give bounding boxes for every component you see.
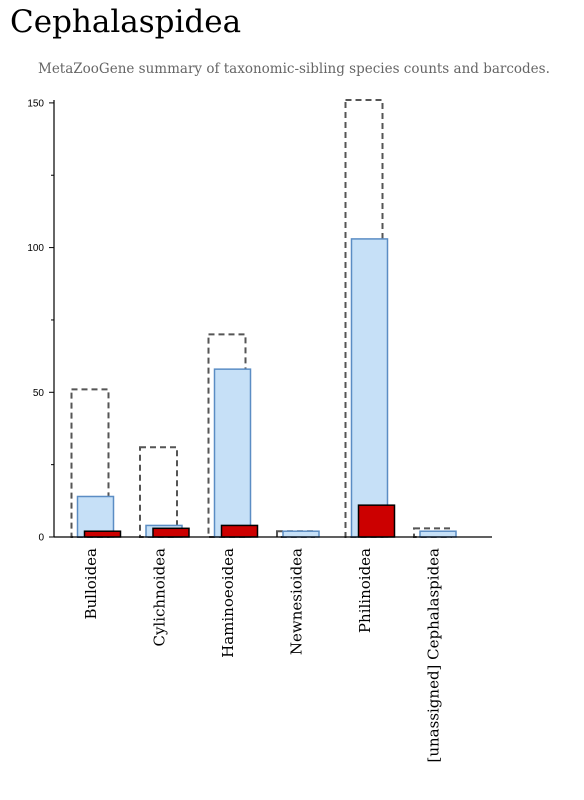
light-bar — [350, 238, 389, 538]
y-tick-label: 150 — [27, 98, 44, 109]
red-bar — [220, 524, 259, 538]
light-bar — [419, 530, 457, 538]
x-tick-label: Newnesioidea — [288, 548, 306, 655]
light-bar — [213, 368, 252, 538]
outline-bar — [139, 446, 178, 538]
chart-subtitle: MetaZooGene summary of taxonomic-sibling… — [38, 61, 550, 77]
x-tick-label: [unassigned] Cephalaspidea — [425, 548, 443, 763]
red-bar — [357, 504, 396, 538]
x-tick-label: Cylichnoidea — [151, 548, 169, 647]
x-tick-label: Bulloidea — [82, 548, 100, 620]
x-tick-label: Philinoidea — [356, 548, 374, 633]
red-bar — [152, 527, 190, 538]
x-tick-label: Haminoeoidea — [219, 548, 237, 658]
red-bar — [83, 530, 122, 538]
y-tick-label: 0 — [38, 533, 44, 544]
y-tick-label: 100 — [27, 243, 44, 254]
light-bar — [282, 530, 320, 538]
chart-title: Cephalaspidea — [10, 4, 242, 40]
y-tick-label: 50 — [33, 388, 45, 399]
